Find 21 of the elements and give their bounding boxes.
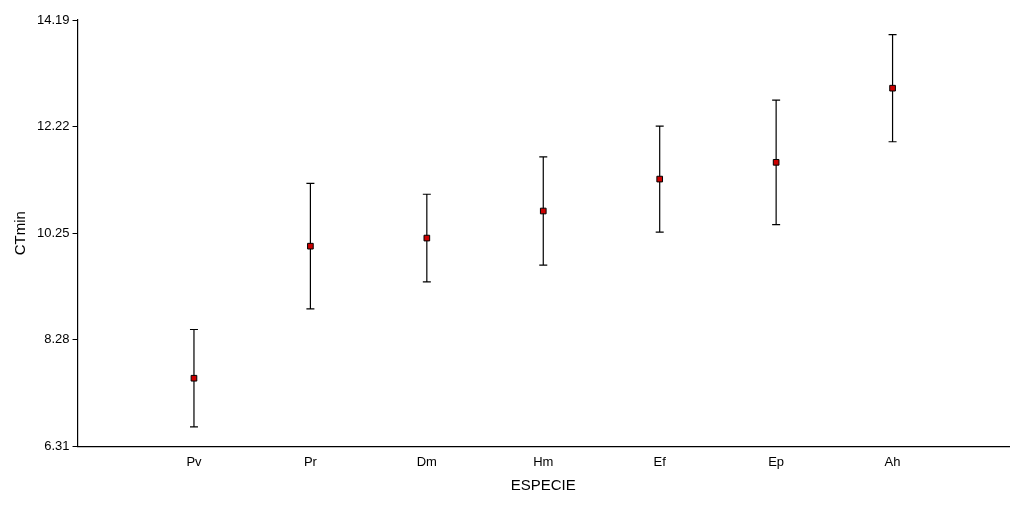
point	[539, 207, 547, 215]
point	[423, 234, 431, 242]
x-axis-title: ESPECIE	[510, 476, 576, 494]
y-tick-label: 6.31	[44, 437, 70, 453]
x-tick-label: Pv	[186, 453, 203, 469]
point	[772, 158, 780, 166]
x-tick-label: Dm	[416, 453, 437, 469]
y-tick-label: 14.19	[36, 11, 70, 27]
x-tick-label: Hm	[533, 453, 554, 469]
point	[889, 84, 896, 92]
x-tick-label: Ep	[768, 453, 785, 469]
point	[190, 374, 198, 382]
y-tick-label: 8.28	[44, 331, 70, 347]
x-tick-label: Pr	[303, 453, 318, 469]
x-tick-label: Ah	[884, 453, 901, 469]
x-tick-label: Ef	[653, 453, 667, 469]
point	[656, 175, 664, 183]
y-tick-label: 10.25	[36, 224, 70, 240]
y-tick-label: 12.22	[36, 118, 70, 134]
y-axis-title: CTmin	[11, 211, 29, 256]
point	[307, 242, 314, 250]
